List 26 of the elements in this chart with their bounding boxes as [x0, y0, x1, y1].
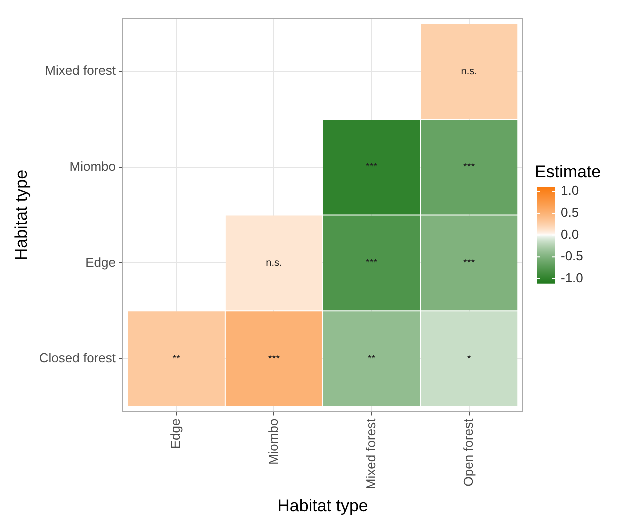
x-tick-label: Open forest — [460, 418, 476, 487]
x-tick-label: Miombo — [266, 418, 281, 466]
data-label: *** — [366, 162, 378, 174]
data-label: *** — [268, 354, 280, 365]
color-bar-label: -1.0 — [561, 270, 584, 286]
color-bar-label: -0.5 — [561, 248, 584, 264]
y-tick-label: Closed forest — [39, 350, 116, 366]
data-label: *** — [366, 258, 378, 269]
x-tick-label: Mixed forest — [363, 418, 378, 490]
x-axis-title: Habitat type — [278, 496, 368, 516]
x-tick-label: Edge — [168, 418, 184, 450]
data-label: ** — [172, 354, 181, 365]
y-axis-title: Habitat type — [12, 170, 31, 261]
data-label: *** — [463, 258, 476, 269]
data-label: *** — [463, 162, 476, 174]
color-bar-label: 1.0 — [561, 183, 580, 198]
color-bar-label: 0.0 — [561, 226, 580, 242]
y-tick-label: Edge — [86, 254, 116, 270]
data-label: * — [467, 354, 472, 365]
y-tick-label: Miombo — [70, 158, 116, 174]
color-bar-label: 0.5 — [561, 205, 580, 220]
data-label: n.s. — [266, 258, 282, 269]
legend-title: Estimate — [535, 162, 602, 182]
data-label: n.s. — [461, 66, 478, 78]
data-label: ** — [368, 354, 376, 365]
y-tick-label: Mixed forest — [45, 63, 116, 78]
